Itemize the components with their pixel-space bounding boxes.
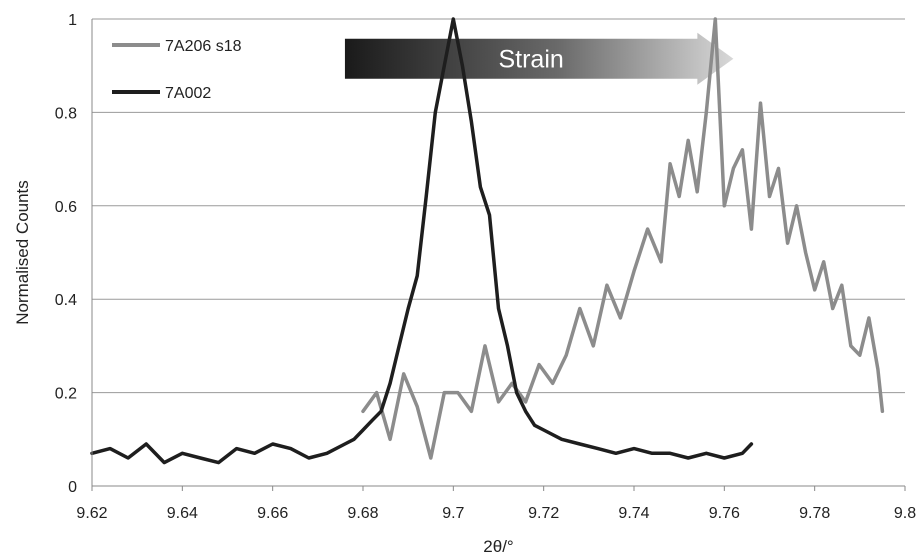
y-tick-label: 0.6 bbox=[55, 199, 77, 216]
x-tick-label: 9.74 bbox=[618, 505, 649, 522]
y-tick-label: 0.4 bbox=[55, 292, 77, 309]
x-tick-label: 9.66 bbox=[257, 505, 288, 522]
y-tick-label: 0 bbox=[68, 479, 77, 496]
x-tick-label: 9.78 bbox=[799, 505, 830, 522]
legend: 7A206 s18 7A002 bbox=[112, 38, 242, 102]
x-axis-title: 2θ/° bbox=[483, 537, 513, 556]
y-axis-title: Normalised Counts bbox=[13, 180, 32, 325]
y-tick-label: 0.8 bbox=[55, 105, 77, 122]
x-tick-label: 9.68 bbox=[347, 505, 378, 522]
x-tick-label: 9.64 bbox=[167, 505, 198, 522]
x-tick-label: 9.7 bbox=[442, 505, 464, 522]
strain-annotation: Strain bbox=[344, 32, 734, 85]
series-lines bbox=[90, 17, 885, 465]
y-axis-ticks: 0 0.2 0.4 0.6 0.8 1 bbox=[55, 12, 77, 496]
y-tick-label: 1 bbox=[68, 12, 77, 29]
x-tick-label: 9.72 bbox=[528, 505, 559, 522]
gridlines bbox=[92, 18, 905, 394]
legend-label: 7A002 bbox=[165, 85, 211, 102]
x-tick-label: 9.76 bbox=[709, 505, 740, 522]
series-line-0 bbox=[361, 17, 885, 460]
strain-label: Strain bbox=[498, 46, 563, 74]
y-tick-label: 0.2 bbox=[55, 386, 77, 403]
x-axis-ticks: 9.62 9.64 9.66 9.68 9.7 9.72 9.74 9.76 9.78 9.8 bbox=[76, 486, 916, 522]
series-line-1 bbox=[90, 17, 754, 465]
legend-label: 7A206 s18 bbox=[165, 38, 242, 55]
x-tick-label: 9.62 bbox=[76, 505, 107, 522]
x-tick-label: 9.8 bbox=[894, 505, 916, 522]
